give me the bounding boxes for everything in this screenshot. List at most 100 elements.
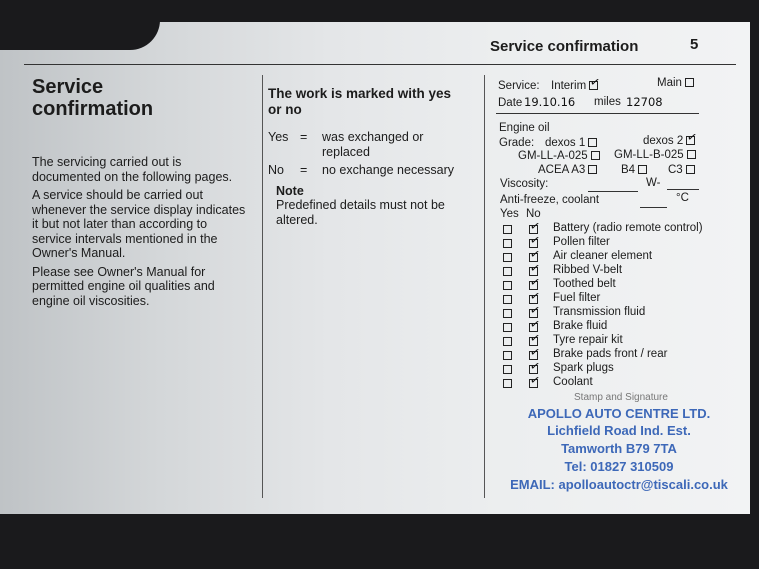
- checkbox[interactable]: [503, 351, 512, 360]
- checkbox[interactable]: [503, 379, 512, 388]
- miles-value[interactable]: 12708: [626, 95, 663, 109]
- service-item-label: Coolant: [553, 376, 593, 388]
- check-mark-icon: ✓: [528, 274, 542, 290]
- grade-gm-ll-a-025[interactable]: GM-LL-A-025: [518, 150, 600, 162]
- checkbox[interactable]: [503, 323, 512, 332]
- grade-b4[interactable]: B4: [621, 164, 648, 176]
- checkbox[interactable]: [503, 253, 512, 262]
- interim-option[interactable]: Interim ✓: [551, 75, 601, 92]
- checkbox-checked[interactable]: ✓: [529, 302, 541, 318]
- checkbox[interactable]: [503, 281, 512, 290]
- yes-header: Yes: [500, 208, 519, 220]
- service-item-label: Tyre repair kit: [553, 334, 623, 346]
- main-label: Main: [657, 77, 682, 89]
- equals: =: [300, 163, 308, 177]
- checkbox[interactable]: [503, 295, 512, 304]
- service-item-label: Spark plugs: [553, 362, 614, 374]
- checkbox-checked[interactable]: ✓: [529, 246, 541, 262]
- service-item-label: Fuel filter: [553, 292, 601, 304]
- no-text: no exchange necessary: [322, 163, 455, 177]
- checkbox[interactable]: [503, 309, 512, 318]
- yes-text: was exchanged or replaced: [322, 130, 424, 159]
- antifreeze-unit: °C: [676, 192, 689, 204]
- grade-label-text: C3: [668, 164, 683, 176]
- stamp-line: APOLLO AUTO CENTRE LTD.: [527, 406, 711, 421]
- service-item-label: Brake fluid: [553, 320, 608, 332]
- middle-column: The work is marked with yes or no Yes = …: [268, 86, 468, 227]
- service-item-label: Brake pads front / rear: [553, 348, 668, 360]
- checkbox[interactable]: [503, 365, 512, 374]
- checkbox[interactable]: [685, 165, 695, 175]
- engine-oil-label: Engine oil: [499, 122, 550, 134]
- yes-key: Yes: [268, 130, 289, 144]
- checkbox-checked[interactable]: ✓: [529, 274, 541, 290]
- checkbox[interactable]: [503, 225, 512, 234]
- note-text: Predefined details must not be altered.: [276, 198, 445, 227]
- checkbox[interactable]: [684, 78, 694, 88]
- middle-title: The work is marked with yes or no: [268, 86, 452, 117]
- grade-label-text: dexos 1: [545, 137, 586, 149]
- check-mark-icon: ✓: [528, 316, 542, 332]
- antifreeze-field[interactable]: [640, 207, 667, 208]
- miles-label: miles: [594, 96, 621, 108]
- grade-label: Grade:: [499, 137, 535, 149]
- checkbox-checked[interactable]: ✓: [686, 130, 698, 146]
- grade-dexos1[interactable]: dexos 1: [545, 137, 598, 149]
- grade-label-text: dexos 2: [643, 135, 684, 147]
- checkbox-checked[interactable]: ✓: [529, 260, 541, 276]
- grade-gm-ll-b-025[interactable]: GM-LL-B-025: [614, 149, 696, 161]
- checkbox[interactable]: [590, 151, 600, 161]
- no-key: No: [268, 163, 284, 177]
- checkbox-checked[interactable]: ✓: [529, 232, 541, 248]
- divider: [496, 113, 699, 114]
- checkbox[interactable]: [588, 165, 598, 175]
- checkbox-checked[interactable]: ✓: [529, 344, 541, 360]
- column-divider: [484, 75, 485, 498]
- check-mark-icon: ✓: [528, 372, 542, 388]
- stamp-line: Tel: 01827 310509: [564, 459, 674, 474]
- antifreeze-label: Anti-freeze, coolant: [500, 194, 600, 206]
- grade-label-text: GM-LL-B-025: [614, 149, 684, 161]
- check-mark-icon: ✓: [528, 344, 542, 360]
- service-item-label: Transmission fluid: [553, 306, 646, 318]
- equals: =: [300, 130, 308, 144]
- checkbox[interactable]: [638, 165, 648, 175]
- grade-label-text: ACEA A3: [538, 164, 586, 176]
- checkbox[interactable]: [503, 267, 512, 276]
- stamp-and-signature-label: Stamp and Signature: [574, 392, 668, 403]
- left-title: Service confirmation: [32, 76, 154, 120]
- check-mark-icon: ✓: [528, 218, 542, 234]
- grade-acea-a3[interactable]: ACEA A3: [538, 164, 598, 176]
- service-booklet-page: [0, 22, 750, 514]
- background-corner: [0, 0, 160, 50]
- checkbox-checked[interactable]: ✓: [529, 288, 541, 304]
- checkbox[interactable]: [686, 150, 696, 160]
- main-option[interactable]: Main: [657, 77, 694, 89]
- paragraph: The servicing carried out is documented …: [32, 155, 233, 184]
- checkbox-checked[interactable]: ✓: [529, 316, 541, 332]
- check-mark-icon: ✓: [528, 302, 542, 318]
- checkbox-checked[interactable]: ✓: [529, 218, 541, 234]
- checkbox[interactable]: [503, 337, 512, 346]
- page-header-title: Service confirmation: [490, 38, 639, 55]
- service-label: Service:: [498, 80, 540, 92]
- stamp-line: Lichfield Road Ind. Est.: [547, 423, 691, 438]
- checkbox-checked[interactable]: ✓: [589, 75, 601, 91]
- date-value[interactable]: 19.10.16: [524, 95, 576, 109]
- service-item-label: Toothed belt: [553, 278, 616, 290]
- grade-label-text: B4: [621, 164, 636, 176]
- viscosity-field[interactable]: [588, 191, 638, 192]
- dealer-stamp: APOLLO AUTO CENTRE LTD. Lichfield Road I…: [490, 406, 748, 492]
- page-number: 5: [690, 36, 699, 53]
- grade-c3[interactable]: C3: [668, 164, 695, 176]
- checkbox-checked[interactable]: ✓: [529, 330, 541, 346]
- checkbox[interactable]: [503, 239, 512, 248]
- column-divider: [262, 75, 263, 498]
- checkbox-checked[interactable]: ✓: [529, 358, 541, 374]
- viscosity-field[interactable]: [667, 189, 699, 190]
- checkbox-checked[interactable]: ✓: [529, 372, 541, 388]
- check-mark-icon: ✓: [528, 330, 542, 346]
- stamp-line: Tamworth B79 7TA: [561, 441, 677, 456]
- checkbox[interactable]: [588, 138, 598, 148]
- grade-dexos2[interactable]: dexos 2 ✓: [643, 130, 698, 147]
